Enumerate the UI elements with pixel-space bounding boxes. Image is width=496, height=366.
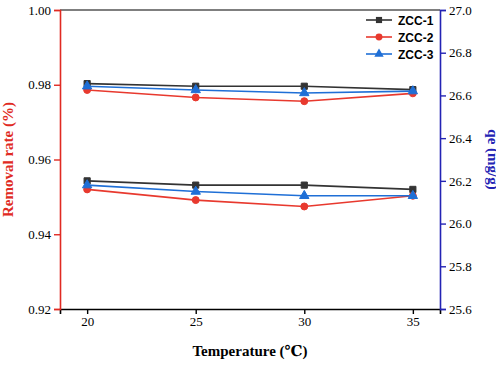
tick: 26.2 — [440, 174, 472, 189]
marker — [191, 186, 200, 194]
tick: 0.94 — [28, 227, 60, 242]
legend-label: ZCC-2 — [398, 31, 434, 45]
axis-line — [441, 11, 447, 310]
tick-mark — [440, 138, 446, 139]
tick: 1.00 — [28, 3, 60, 18]
y-axis: 0.92 0.94 0.96 0.98 1.00 — [28, 3, 60, 317]
tick-label: 30 — [298, 314, 311, 329]
legend-marker — [376, 17, 382, 23]
marks — [82, 81, 417, 210]
marker — [191, 85, 200, 93]
tick: 25.8 — [440, 259, 472, 274]
tick-mark — [54, 159, 60, 160]
marker — [82, 180, 91, 188]
legend-marker — [376, 34, 383, 41]
tick-mark — [54, 85, 60, 86]
tick-label: 26.8 — [449, 45, 472, 60]
tick-label: 0.96 — [28, 152, 51, 167]
tick-mark — [440, 223, 446, 224]
tick: 26.0 — [440, 216, 472, 231]
marker — [301, 98, 308, 105]
y2-axis: 25.6 25.8 26.0 26.2 26.4 26.6 26.8 27.0 — [440, 3, 472, 317]
tick: 26.6 — [440, 88, 472, 103]
tick-label: 25.8 — [449, 259, 472, 274]
tick-mark — [440, 181, 446, 182]
tick-label: 1.00 — [28, 3, 51, 18]
marker — [192, 197, 199, 204]
tick-label: 26.0 — [449, 216, 472, 231]
tick: 26.8 — [440, 45, 472, 60]
plot: 20 25 30 35 0.92 0.94 0.96 0.98 1.00 25.6 25.8 26.0… — [28, 3, 472, 330]
marker — [301, 182, 307, 188]
tick-mark — [440, 10, 446, 11]
marker — [300, 190, 309, 198]
tick-mark — [54, 10, 60, 11]
tick: 20 — [81, 309, 94, 329]
tick-mark — [54, 309, 60, 310]
tick: 35 — [407, 309, 420, 329]
tick-label: 26.4 — [449, 131, 472, 146]
x-axis-title: Temperature (℃) — [192, 343, 307, 360]
tick: 0.98 — [28, 77, 60, 92]
marker — [301, 203, 308, 210]
legend-entry: ZCC-1 — [366, 14, 434, 28]
marker — [192, 94, 199, 101]
tick: 0.96 — [28, 152, 60, 167]
tick: 25 — [190, 309, 203, 329]
series-line — [87, 185, 413, 196]
tick-label: 0.94 — [28, 227, 51, 242]
legend: ZCC-1 ZCC-2 ZCC-3 — [366, 14, 434, 62]
tick-label: 0.98 — [28, 77, 51, 92]
tick-mark — [54, 234, 60, 235]
tick-label: 35 — [407, 314, 420, 329]
legend-marker — [374, 49, 383, 57]
y2-axis-title: qe (mg/g) — [484, 129, 496, 189]
axis-line — [61, 310, 441, 315]
axis-line — [54, 11, 61, 310]
marker — [408, 190, 417, 198]
legend-entry: ZCC-3 — [366, 48, 434, 62]
marker — [408, 86, 417, 94]
tick-label: 26.2 — [449, 174, 472, 189]
tick-label: 0.92 — [28, 302, 51, 317]
tick-mark — [440, 309, 446, 310]
tick: 25.6 — [440, 302, 472, 317]
legend-label: ZCC-1 — [398, 14, 434, 28]
tick-label: 20 — [81, 314, 94, 329]
x-axis: 20 25 30 35 — [61, 309, 441, 329]
marker — [300, 88, 309, 96]
tick-label: 26.6 — [449, 88, 472, 103]
tick: 0.92 — [28, 302, 60, 317]
series-line — [87, 189, 413, 206]
tick-mark — [440, 95, 446, 96]
marker — [82, 81, 91, 89]
chart: 20 25 30 35 0.92 0.94 0.96 0.98 1.00 25.6 25.8 26.0… — [0, 0, 496, 366]
series-line — [87, 86, 413, 93]
tick: 27.0 — [440, 3, 472, 18]
tick-label: 25 — [190, 314, 203, 329]
tick-label: 25.6 — [449, 302, 472, 317]
tick-mark — [440, 53, 446, 54]
legend-entry: ZCC-2 — [366, 31, 434, 45]
tick: 30 — [298, 309, 311, 329]
tick-label: 27.0 — [449, 3, 472, 18]
y-axis-title: Removal rate (%) — [0, 102, 17, 217]
tick-mark — [440, 266, 446, 267]
tick: 26.4 — [440, 131, 472, 146]
frame-top — [60, 9, 440, 10]
legend-label: ZCC-3 — [398, 48, 434, 62]
